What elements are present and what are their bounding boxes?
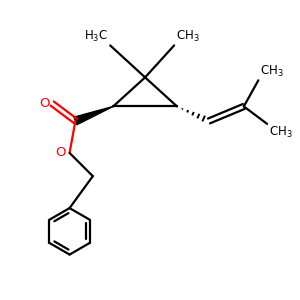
Text: O: O <box>55 146 65 159</box>
Polygon shape <box>74 106 113 125</box>
Text: CH$_3$: CH$_3$ <box>260 64 284 79</box>
Text: CH$_3$: CH$_3$ <box>176 29 200 44</box>
Text: CH$_3$: CH$_3$ <box>269 125 293 140</box>
Text: O: O <box>39 97 50 110</box>
Text: H$_3$C: H$_3$C <box>84 29 108 44</box>
